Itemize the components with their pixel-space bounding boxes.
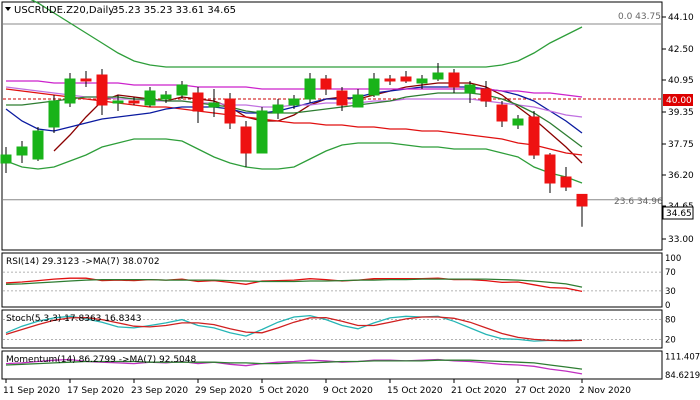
candle-body	[96, 74, 108, 106]
series-line-0	[5, 314, 583, 342]
candle-body	[496, 104, 508, 122]
overlay-sma_fast	[53, 82, 583, 164]
series-line-0	[5, 277, 583, 293]
symbol-title: USCRUDE.Z20,Daily	[14, 5, 114, 16]
momentum-plot-area	[5, 358, 583, 375]
date-tick-label: 23 Sep 2020	[131, 386, 188, 396]
price-tick-label: 37.75	[668, 140, 694, 150]
candle-body	[464, 84, 476, 94]
overlay-bb_upper	[30, 0, 583, 68]
date-tick-label: 2 Nov 2020	[579, 386, 631, 396]
candle-body	[32, 130, 44, 160]
stoch-plot-area	[3, 314, 661, 342]
candle-body	[144, 90, 156, 106]
candle-body	[80, 78, 92, 82]
date-tick-label: 9 Oct 2020	[323, 386, 373, 396]
candle-body	[128, 100, 140, 104]
candle-body	[48, 100, 60, 128]
overlay-bb_lower	[5, 138, 583, 184]
date-tick-label: 5 Oct 2020	[259, 386, 309, 396]
indicator-tick-label: 80	[665, 316, 676, 326]
price-tick-label: 42.50	[668, 45, 694, 55]
candle-body	[192, 92, 204, 112]
candle-body	[528, 116, 540, 156]
candle-body	[544, 154, 556, 184]
main-panel-frame	[1, 1, 663, 251]
fib-mid-label: 23.6 34.96	[614, 197, 663, 207]
candle-body	[400, 76, 412, 82]
candle-body	[384, 78, 396, 82]
indicator-tick-label: 100	[665, 254, 681, 264]
series-line-1	[5, 316, 583, 342]
date-tick-label: 15 Oct 2020	[387, 386, 443, 396]
candle-body	[272, 104, 284, 114]
candle-body	[160, 94, 172, 100]
price-tick-label: 40.95	[668, 76, 694, 86]
candle-body	[0, 154, 12, 164]
candle-body	[336, 90, 348, 106]
candle-body	[448, 72, 460, 88]
series-line-1	[5, 278, 583, 288]
candle-body	[576, 193, 588, 207]
price-tick-label: 44.10	[668, 13, 694, 23]
candle-body	[416, 78, 428, 84]
fib-top-label: 0.0 43.75	[618, 12, 661, 22]
indicator-tick-label: 84.6219	[665, 371, 700, 381]
current-price-tag: 34.65	[662, 206, 694, 220]
rsi-title: RSI(14) 29.3123 ->MA(7) 38.0702	[6, 257, 160, 267]
date-tick-label: 27 Oct 2020	[515, 386, 571, 396]
candle-body	[240, 126, 252, 154]
svg-text:34.65: 34.65	[666, 209, 692, 219]
indicator-tick-label: 20	[665, 335, 676, 345]
stoch-panel-frame	[1, 309, 663, 349]
main-plot-area	[0, 0, 661, 227]
indicator-tick-label: 70	[665, 268, 676, 278]
candle-body	[320, 78, 332, 90]
main-title-group: USCRUDE.Z20,Daily 35.23 35.23 33.61 34.6…	[5, 5, 236, 16]
indicator-tick-label: 30	[665, 287, 676, 297]
candle-body	[176, 84, 188, 96]
candle-body	[304, 78, 316, 100]
candle-body	[560, 176, 572, 188]
ohlc-readout: 35.23 35.23 33.61 34.65	[112, 5, 236, 16]
rsi-plot-area	[3, 271, 661, 293]
date-tick-label: 21 Oct 2020	[451, 386, 507, 396]
candle-body	[288, 98, 300, 106]
candle-body	[432, 72, 444, 80]
momentum-title: Momentum(14) 86.2799 ->MA(7) 92.5048	[6, 355, 197, 365]
price-tick-label: 36.20	[668, 171, 694, 181]
date-tick-label: 17 Sep 2020	[67, 386, 124, 396]
svg-text:40.00: 40.00	[666, 96, 692, 106]
indicator-tick-label: 111.4077	[665, 352, 700, 362]
candle-body	[256, 110, 268, 154]
candle-body	[480, 88, 492, 102]
indicator-tick-label: 0	[665, 301, 670, 311]
price-tick-label: 39.35	[668, 108, 694, 118]
dropdown-triangle-icon[interactable]	[5, 7, 11, 11]
series-line-1	[5, 359, 583, 370]
candle-body	[208, 102, 220, 108]
date-tick-label: 11 Sep 2020	[3, 386, 60, 396]
candle-body	[368, 78, 380, 96]
price-tick-label: 33.00	[668, 235, 694, 245]
stoch-title: Stoch(5,3,3) 17.8363 16.8343	[6, 314, 141, 324]
date-tick-label: 29 Sep 2020	[195, 386, 252, 396]
candle-body	[512, 118, 524, 126]
level-price-tag: 40.00	[663, 94, 693, 106]
candle-body	[16, 146, 28, 156]
candle-body	[112, 100, 124, 104]
candle-body	[224, 98, 236, 124]
candle-body	[352, 94, 364, 108]
candle-body	[64, 78, 76, 104]
series-line-0	[5, 358, 583, 375]
